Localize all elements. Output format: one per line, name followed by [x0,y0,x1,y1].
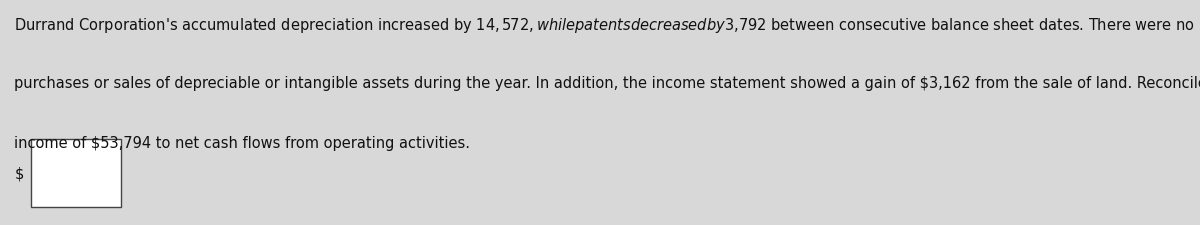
Text: $: $ [14,166,24,181]
Text: Durrand Corporation's accumulated depreciation increased by $14,572, while paten: Durrand Corporation's accumulated deprec… [14,16,1195,35]
Text: purchases or sales of depreciable or intangible assets during the year. In addit: purchases or sales of depreciable or int… [14,75,1200,90]
FancyBboxPatch shape [31,140,121,207]
Text: income of $53,794 to net cash flows from operating activities.: income of $53,794 to net cash flows from… [14,135,470,150]
